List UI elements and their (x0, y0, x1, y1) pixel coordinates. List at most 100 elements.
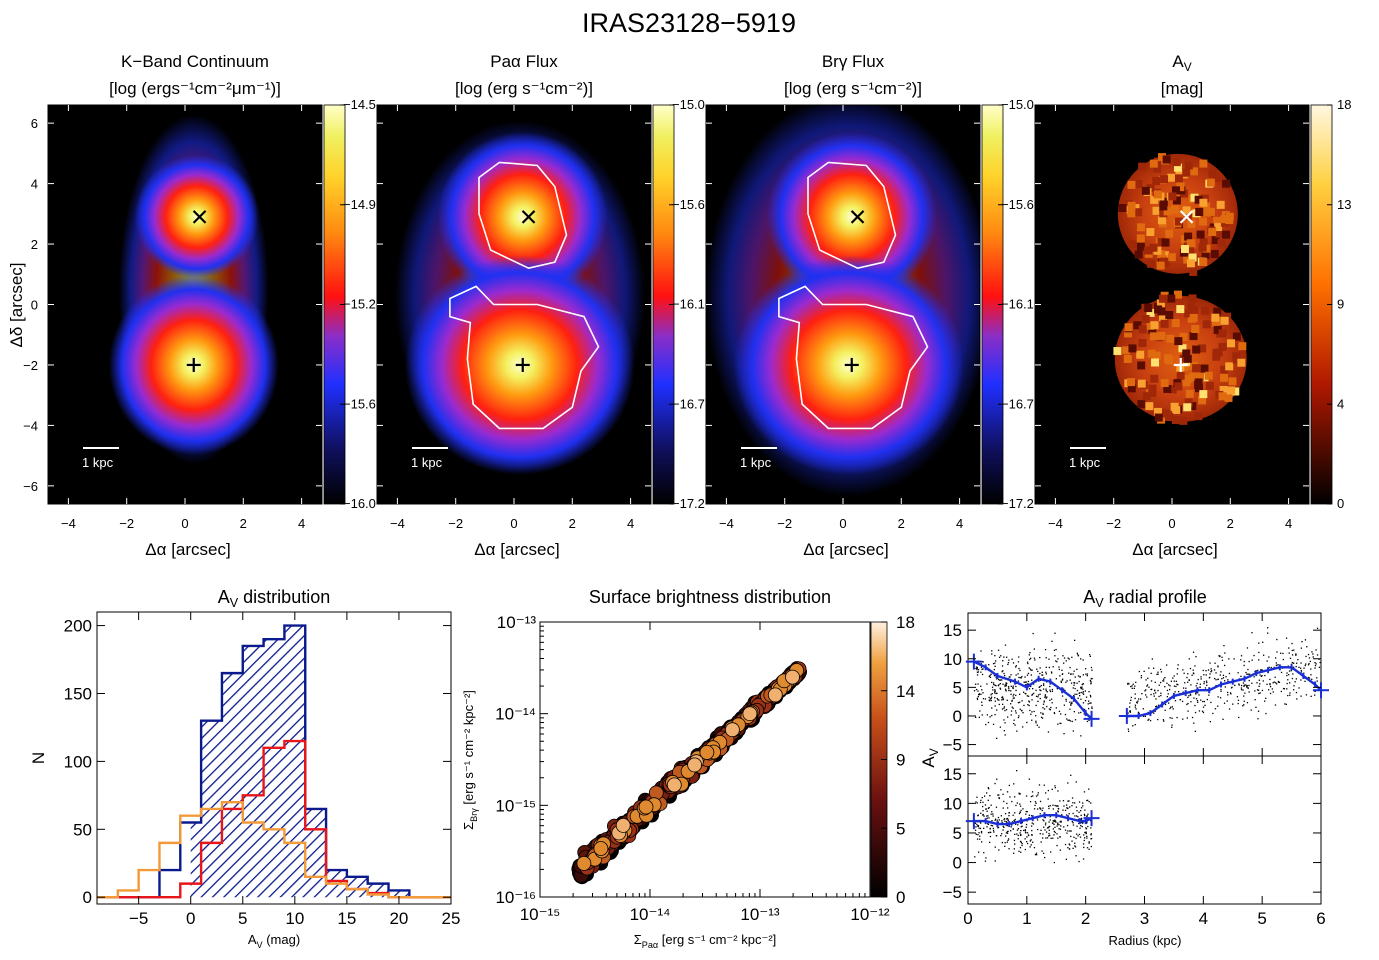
profile-dot (1051, 690, 1054, 692)
profile-dot (1040, 841, 1042, 843)
profile-dot (1207, 669, 1210, 671)
x-tick-label: 2 (240, 516, 247, 531)
profile-dot (1228, 658, 1230, 660)
profile-dot (1138, 670, 1140, 673)
profile-dot (1008, 784, 1010, 787)
profile-dot (1082, 843, 1085, 845)
profile-dot (1157, 671, 1159, 673)
profile-dot (1254, 699, 1256, 701)
profile-dot (1004, 842, 1006, 844)
profile-dot (1273, 666, 1275, 669)
profile-dot (1289, 692, 1291, 694)
colorbar-tick-label: 14 (896, 682, 915, 701)
av-pixel (1174, 382, 1183, 391)
profile-dot (1288, 674, 1290, 676)
profile-dot (1080, 688, 1083, 690)
profile-dot (1214, 662, 1216, 664)
profile-dot (1222, 718, 1224, 720)
profile-dot (1195, 698, 1198, 700)
profile-dot (1051, 672, 1053, 674)
profile-dot (1054, 785, 1056, 787)
profile-dot (1035, 695, 1038, 697)
profile-dot (1068, 800, 1070, 802)
x-tick-label: 4 (627, 516, 634, 531)
profile-dot (1000, 815, 1002, 817)
profile-dot (1053, 712, 1056, 715)
profile-dot (1042, 712, 1044, 715)
av-pixel (1136, 234, 1145, 243)
profile-dot (1017, 702, 1020, 704)
profile-dot (1085, 832, 1087, 835)
profile-dot (1051, 688, 1054, 691)
profile-dot (1059, 828, 1062, 830)
profile-dot (973, 690, 976, 692)
profile-dot (1090, 802, 1092, 804)
profile-dot (1077, 835, 1079, 837)
profile-dot (1141, 693, 1143, 695)
profile-dot (1134, 724, 1136, 726)
profile-dot (1148, 686, 1150, 688)
colorbar-tick-label: −15.6 (1001, 197, 1034, 212)
profile-dot (1047, 827, 1049, 829)
profile-dot (996, 737, 998, 739)
profile-dot (1085, 831, 1087, 833)
profile-dot (1045, 671, 1047, 673)
profile-dot (1261, 689, 1264, 692)
av-pixel (1136, 242, 1145, 251)
profile-dot (1232, 703, 1234, 705)
profile-dot (1044, 856, 1046, 859)
profile-dot (1007, 819, 1009, 821)
profile-dot (1028, 778, 1030, 780)
profile-dot (1019, 669, 1021, 672)
profile-dot (987, 807, 990, 809)
profile-dot (1002, 683, 1004, 685)
x-tick-label: 4 (956, 516, 963, 531)
profile-dot (1043, 701, 1045, 703)
profile-dot (1053, 823, 1055, 825)
profile-dot (1001, 665, 1004, 667)
profile-dot (1078, 680, 1080, 683)
av-pixel (1153, 157, 1162, 166)
profile-dot (1011, 821, 1014, 823)
profile-dot (1295, 665, 1297, 668)
scatter-point (576, 856, 592, 871)
profile-dot (1160, 681, 1162, 684)
profile-dot (1026, 811, 1028, 813)
profile-dot (1003, 672, 1005, 675)
profile-dot (1083, 791, 1086, 793)
profile-dot (1066, 804, 1068, 806)
profile-dot (1209, 673, 1211, 675)
profile-dot (1306, 646, 1308, 648)
profile-dot (1074, 639, 1076, 641)
profile-dot (1054, 826, 1056, 828)
profile-dot (1142, 715, 1145, 717)
profile-dot (1083, 846, 1085, 849)
profile-dot (1026, 674, 1029, 676)
profile-dot (1245, 684, 1247, 686)
profile-dot (1269, 678, 1271, 681)
profile-dot (1088, 707, 1090, 710)
profile-dot (1084, 814, 1086, 817)
scatter-point (593, 841, 609, 856)
profile-dot (992, 813, 994, 815)
profile-dot (1022, 808, 1024, 810)
profile-dot (1088, 788, 1090, 790)
profile-dot (1031, 669, 1033, 671)
av-pixel (1222, 312, 1231, 321)
profile-dot (1240, 659, 1242, 661)
profile-dot (1253, 654, 1255, 657)
profile-dot (1050, 706, 1052, 709)
av-pixel (1154, 305, 1163, 314)
profile-dot (1075, 837, 1077, 840)
profile-dot (1316, 654, 1319, 656)
profile-dot (1233, 658, 1235, 660)
profile-dot (1202, 669, 1204, 672)
profile-dot (1278, 681, 1281, 683)
profile-dot (1004, 813, 1007, 815)
profile-dot (1316, 680, 1318, 682)
av-pixel (1218, 392, 1227, 401)
colorbar-tick-label: −14.9 (343, 197, 376, 212)
profile-dot (1070, 673, 1072, 675)
profile-dot (1055, 648, 1057, 651)
colorbar-tick-label: 9 (1337, 297, 1344, 312)
